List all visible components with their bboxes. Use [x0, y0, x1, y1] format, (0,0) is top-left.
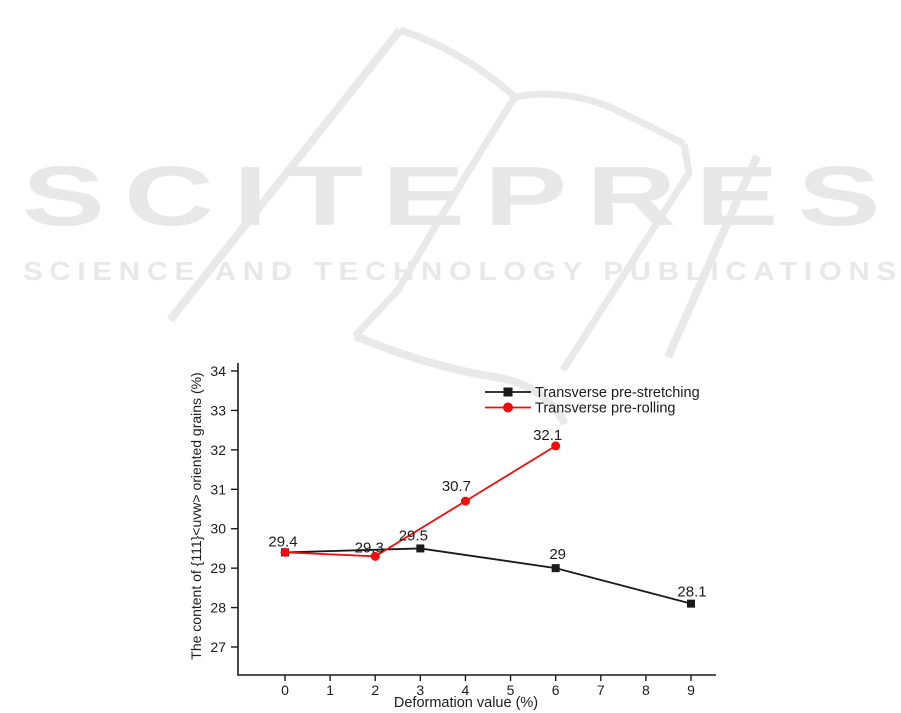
legend-label: Transverse pre-rolling	[535, 401, 675, 417]
data-point-marker	[686, 599, 695, 608]
data-point-label: 30.7	[442, 478, 471, 495]
y-tick-label: 32	[210, 442, 226, 458]
data-point-label: 32.1	[533, 427, 562, 444]
x-tick-label: 5	[507, 682, 515, 698]
x-tick-label: 1	[326, 682, 334, 698]
data-point-label: 28.1	[677, 584, 706, 601]
data-point-marker	[416, 544, 425, 553]
x-tick-label: 3	[416, 682, 424, 698]
legend-marker	[503, 387, 513, 397]
x-tick-label: 2	[371, 682, 379, 698]
y-tick-label: 29	[210, 560, 226, 576]
legend-label: Transverse pre-stretching	[535, 385, 700, 401]
data-point-marker	[460, 496, 470, 506]
data-point-marker	[370, 551, 380, 561]
data-point-marker	[551, 564, 560, 573]
x-tick-label: 6	[552, 682, 560, 698]
scitepress-tagline: SCIENCE AND TECHNOLOGY PUBLICATIONS	[23, 256, 901, 286]
data-point-marker	[280, 547, 290, 557]
data-point-label: 29.5	[399, 527, 428, 544]
x-axis-title: Deformation value (%)	[393, 695, 539, 711]
x-tick-label: 8	[642, 682, 650, 698]
y-tick-label: 28	[210, 600, 226, 616]
y-tick-label: 34	[210, 363, 226, 379]
x-tick-label: 0	[281, 682, 289, 698]
y-tick-label: 31	[210, 481, 226, 497]
data-point-marker	[551, 441, 561, 451]
y-tick-label: 33	[210, 402, 226, 418]
series-line-0	[284, 547, 692, 605]
legend-marker	[503, 402, 513, 413]
x-tick-label: 9	[687, 682, 695, 698]
axes	[237, 363, 716, 676]
data-point-label: 29.3	[355, 539, 384, 556]
x-tick-label: 7	[597, 682, 605, 698]
data-point-label: 29.4	[268, 533, 297, 550]
data-point-label: 29	[549, 546, 566, 563]
series-line-1	[284, 445, 557, 558]
y-axis-title: The content of {111}<uvw> oriented grain…	[188, 372, 204, 660]
x-tick-label: 4	[462, 682, 470, 698]
y-tick-label: 27	[210, 639, 226, 655]
y-tick-label: 30	[210, 521, 226, 537]
